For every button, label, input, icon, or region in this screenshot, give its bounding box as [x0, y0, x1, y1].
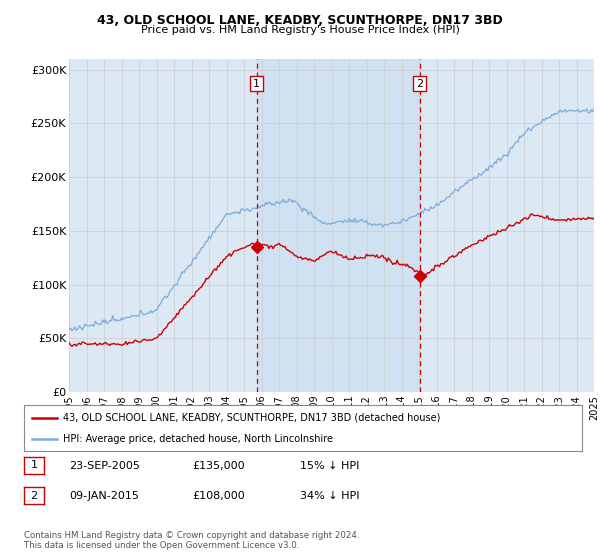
Text: 2: 2: [416, 78, 423, 88]
Text: HPI: Average price, detached house, North Lincolnshire: HPI: Average price, detached house, Nort…: [63, 435, 333, 444]
Text: 1: 1: [253, 78, 260, 88]
Text: £108,000: £108,000: [192, 491, 245, 501]
Text: 15% ↓ HPI: 15% ↓ HPI: [300, 461, 359, 471]
Text: 43, OLD SCHOOL LANE, KEADBY, SCUNTHORPE, DN17 3BD: 43, OLD SCHOOL LANE, KEADBY, SCUNTHORPE,…: [97, 14, 503, 27]
Text: 43, OLD SCHOOL LANE, KEADBY, SCUNTHORPE, DN17 3BD (detached house): 43, OLD SCHOOL LANE, KEADBY, SCUNTHORPE,…: [63, 413, 440, 423]
Text: Price paid vs. HM Land Registry's House Price Index (HPI): Price paid vs. HM Land Registry's House …: [140, 25, 460, 35]
Text: 1: 1: [31, 460, 37, 470]
Text: Contains HM Land Registry data © Crown copyright and database right 2024.
This d: Contains HM Land Registry data © Crown c…: [24, 531, 359, 550]
Text: £135,000: £135,000: [192, 461, 245, 471]
Text: 09-JAN-2015: 09-JAN-2015: [69, 491, 139, 501]
Text: 23-SEP-2005: 23-SEP-2005: [69, 461, 140, 471]
Text: 34% ↓ HPI: 34% ↓ HPI: [300, 491, 359, 501]
Bar: [257, 59, 419, 392]
Text: 2: 2: [31, 491, 37, 501]
